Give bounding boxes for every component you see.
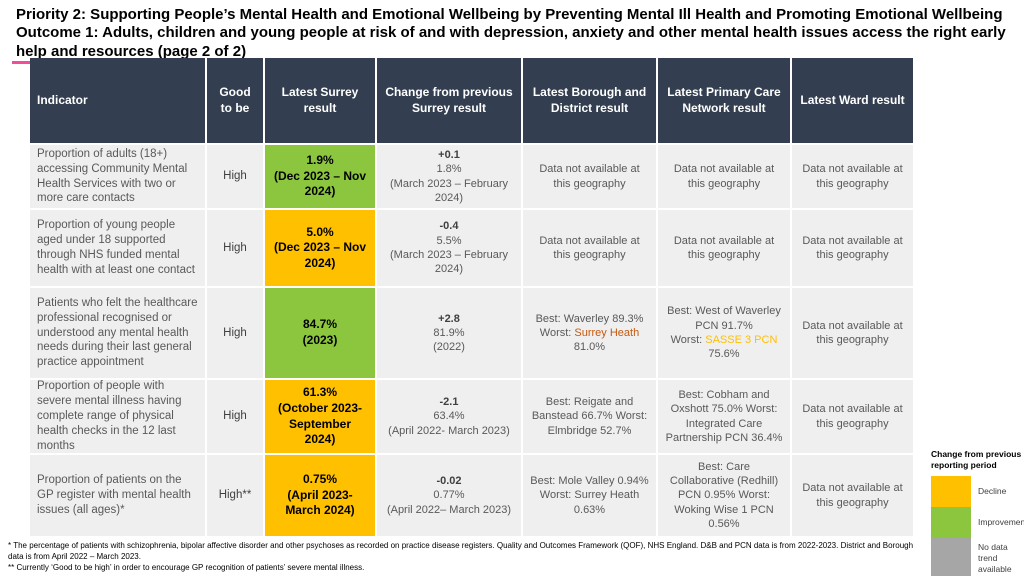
cell-good-to-be: High xyxy=(207,145,263,208)
cell-good-to-be: High xyxy=(207,288,263,378)
cell-indicator: Proportion of adults (18+) accessing Com… xyxy=(30,145,205,208)
cell-pcn-result: Data not available at this geography xyxy=(658,145,790,208)
trend-legend: Change from previous reporting period De… xyxy=(931,449,1024,576)
cell-pcn-result: Best: Cobham and Oxshott 75.0% Worst: In… xyxy=(658,380,790,453)
change-period: (2022) xyxy=(433,341,465,354)
cell-indicator: Proportion of people with severe mental … xyxy=(30,380,205,453)
cell-borough-result: Data not available at this geography xyxy=(523,145,656,208)
legend-label: No data trend available xyxy=(978,542,1012,574)
pcn-worst-value: 75.6% xyxy=(708,348,740,361)
cell-ward-result: Data not available at this geography xyxy=(792,380,913,453)
borough-worst-value: 81.0% xyxy=(573,341,606,354)
cell-ward-result: Data not available at this geography xyxy=(792,288,913,378)
cell-good-to-be: High** xyxy=(207,455,263,536)
surrey-value: 0.75% xyxy=(302,472,338,487)
cell-good-to-be: High xyxy=(207,210,263,286)
change-previous: 5.5% xyxy=(436,234,462,247)
page-title: Priority 2: Supporting People’s Mental H… xyxy=(16,6,1018,61)
change-previous: 1.8% xyxy=(436,163,462,176)
legend-item-decline: Decline xyxy=(931,476,1023,508)
cell-change: -0.02 0.77% (April 2022– March 2023) xyxy=(377,455,521,536)
cell-surrey-result: 1.9% (Dec 2023 – Nov 2024) xyxy=(265,145,375,208)
legend-label: Improvement xyxy=(978,517,1024,528)
footnotes: * The percentage of patients with schizo… xyxy=(8,540,914,574)
cell-surrey-result: 61.3% (October 2023- September 2024) xyxy=(265,380,375,453)
change-previous: 0.77% xyxy=(433,489,465,502)
change-period: (March 2023 – February 2024) xyxy=(390,249,508,276)
change-period: (April 2022– March 2023) xyxy=(386,503,512,516)
cell-pcn-result: Best: West of Waverley PCN 91.7% Worst: … xyxy=(658,288,790,378)
change-delta: -0.4 xyxy=(439,220,459,233)
header-cell-surrey-result: Latest Surrey result xyxy=(265,58,375,143)
no-data-swatch xyxy=(931,538,971,576)
cell-good-to-be: High xyxy=(207,380,263,453)
improvement-swatch xyxy=(931,507,971,539)
pcn-worst-name: SASSE 3 PCN xyxy=(705,334,778,346)
cell-change: +0.1 1.8% (March 2023 – February 2024) xyxy=(377,145,521,208)
surrey-period: (October 2023- September 2024) xyxy=(277,400,363,447)
header-cell-ward-result: Latest Ward result xyxy=(792,58,913,143)
legend-item-improvement: Improvement xyxy=(931,507,1024,539)
page-title-outcome: Outcome 1: Adults, children and young pe… xyxy=(16,24,1006,60)
legend-title: Change from previous reporting period xyxy=(931,449,1022,470)
cell-change: -0.4 5.5% (March 2023 – February 2024) xyxy=(377,210,521,286)
accent-dash xyxy=(12,61,34,64)
pcn-worst: Worst: SASSE 3 PCN xyxy=(670,334,778,346)
cell-borough-result: Best: Waverley 89.3% Worst: Surrey Heath… xyxy=(523,288,656,378)
cell-change: +2.8 81.9% (2022) xyxy=(377,288,521,378)
results-table: Indicator Good to be Latest Surrey resul… xyxy=(30,58,913,536)
cell-surrey-result: 0.75% (April 2023- March 2024) xyxy=(265,455,375,536)
header-cell-good-to-be: Good to be xyxy=(207,58,263,143)
change-delta: +2.8 xyxy=(438,312,460,325)
cell-indicator: Proportion of young people aged under 18… xyxy=(30,210,205,286)
surrey-value: 61.3% xyxy=(302,385,338,400)
cell-ward-result: Data not available at this geography xyxy=(792,455,913,536)
cell-indicator: Proportion of patients on the GP registe… xyxy=(30,455,205,536)
header-cell-borough-result: Latest Borough and District result xyxy=(523,58,656,143)
page-title-priority: Priority 2: Supporting People’s Mental H… xyxy=(16,6,1003,23)
borough-best: Best: Waverley 89.3% xyxy=(535,312,644,325)
borough-worst: Worst: Surrey Heath xyxy=(539,326,640,339)
surrey-period: (Dec 2023 – Nov 2024) xyxy=(273,240,367,270)
cell-pcn-result: Best: Care Collaborative (Redhill) PCN 0… xyxy=(658,455,790,536)
change-period: (March 2023 – February 2024) xyxy=(390,177,508,204)
legend-item-no-data: No data trend available xyxy=(931,538,1023,576)
header-cell-change: Change from previous Surrey result xyxy=(377,58,521,143)
surrey-period: (April 2023- March 2024) xyxy=(285,487,355,518)
change-delta: -0.02 xyxy=(436,475,462,488)
cell-borough-result: Best: Mole Valley 0.94% Worst: Surrey He… xyxy=(523,455,656,536)
change-delta: +0.1 xyxy=(438,148,460,161)
footnote-2: ** Currently ‘Good to be high’ in order … xyxy=(8,563,365,573)
borough-worst-name: Surrey Heath xyxy=(574,326,640,339)
cell-surrey-result: 5.0% (Dec 2023 – Nov 2024) xyxy=(265,210,375,286)
change-delta: -2.1 xyxy=(439,396,459,409)
surrey-period: (2023) xyxy=(302,333,338,347)
header-cell-indicator: Indicator xyxy=(30,58,205,143)
cell-borough-result: Best: Reigate and Banstead 66.7% Worst: … xyxy=(523,380,656,453)
cell-pcn-result: Data not available at this geography xyxy=(658,210,790,286)
change-previous: 63.4% xyxy=(433,410,465,423)
cell-change: -2.1 63.4% (April 2022- March 2023) xyxy=(377,380,521,453)
cell-surrey-result: 84.7% (2023) xyxy=(265,288,375,378)
cell-indicator: Patients who felt the healthcare profess… xyxy=(30,288,205,378)
cell-ward-result: Data not available at this geography xyxy=(792,210,913,286)
surrey-value: 5.0% xyxy=(306,224,334,239)
footnote-1: * The percentage of patients with schizo… xyxy=(8,541,914,562)
change-previous: 81.9% xyxy=(433,326,465,339)
pcn-best: Best: West of Waverley PCN 91.7% xyxy=(667,305,781,332)
legend-label: Decline xyxy=(978,486,1007,497)
cell-ward-result: Data not available at this geography xyxy=(792,145,913,208)
surrey-value: 1.9% xyxy=(306,153,334,168)
surrey-period: (Dec 2023 – Nov 2024) xyxy=(273,168,367,199)
cell-borough-result: Data not available at this geography xyxy=(523,210,656,286)
decline-swatch xyxy=(931,476,971,508)
change-period: (April 2022- March 2023) xyxy=(388,424,510,437)
surrey-value: 84.7% xyxy=(302,317,338,332)
header-cell-pcn-result: Latest Primary Care Network result xyxy=(658,58,790,143)
